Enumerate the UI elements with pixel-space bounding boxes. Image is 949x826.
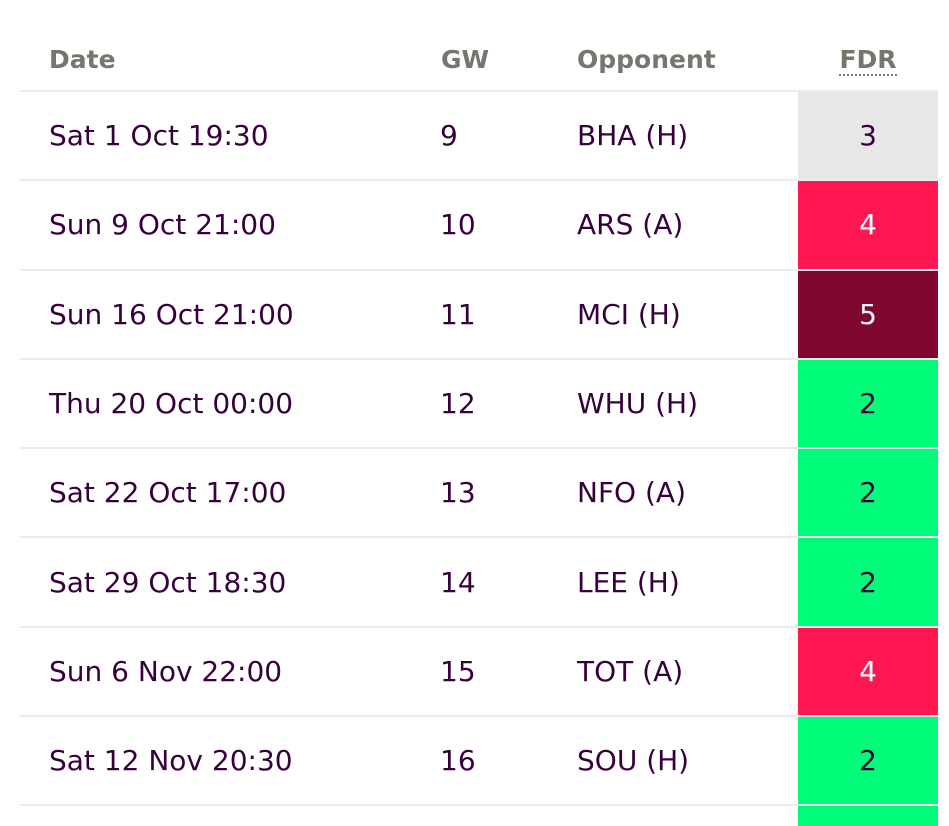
fixture-opponent: NFO (A) xyxy=(577,476,686,510)
fixture-opponent: SOU (H) xyxy=(577,744,690,778)
fixture-opponent: MCI (H) xyxy=(577,297,681,331)
gw-column-header: GW xyxy=(441,45,490,74)
fixture-date: Sat 29 Oct 18:30 xyxy=(49,565,287,599)
fixture-gameweek: 16 xyxy=(440,744,476,778)
table-row: Sat 22 Oct 17:00 13 NFO (A) 2 xyxy=(20,449,938,539)
fixture-date: Thu 20 Oct 00:00 xyxy=(49,387,294,421)
fixture-gameweek: 10 xyxy=(440,208,476,242)
table-row: Sun 9 Oct 21:00 10 ARS (A) 4 xyxy=(20,181,938,271)
fixture-difficulty: 5 xyxy=(798,270,938,358)
opponent-column-header: Opponent xyxy=(577,45,716,74)
fixture-opponent: WHU (H) xyxy=(577,387,699,421)
fixture-gameweek: 11 xyxy=(440,297,476,331)
fixture-date: Sun 16 Oct 21:00 xyxy=(49,297,294,331)
fixture-difficulty: 3 xyxy=(798,92,938,180)
table-row: Sat 1 Oct 19:30 9 BHA (H) 3 xyxy=(20,92,938,182)
fixture-difficulty: 2 xyxy=(798,359,938,448)
fixture-difficulty: 2 xyxy=(798,538,938,626)
fixture-difficulty: 2 xyxy=(798,717,938,805)
fixture-opponent: ARS (A) xyxy=(577,208,684,242)
fixture-gameweek: 12 xyxy=(440,387,476,421)
fixture-difficulty: 4 xyxy=(798,181,938,269)
fixture-date: Sat 12 Nov 20:30 xyxy=(49,744,293,778)
fdr-header-label[interactable]: FDR xyxy=(839,45,897,76)
table-row: Sat 12 Nov 20:30 16 SOU (H) 2 xyxy=(20,717,938,807)
fixture-gameweek: 9 xyxy=(440,119,458,153)
fdr-column-header[interactable]: FDR xyxy=(798,44,938,76)
fixture-difficulty: 2 xyxy=(798,449,938,537)
fixture-gameweek: 14 xyxy=(440,565,476,599)
date-column-header: Date xyxy=(49,45,116,74)
fixture-difficulty-partial xyxy=(798,806,938,826)
table-header: Date GW Opponent FDR xyxy=(20,0,938,92)
fixture-date: Sat 1 Oct 19:30 xyxy=(49,119,269,153)
fixture-date: Sun 6 Nov 22:00 xyxy=(49,654,283,688)
table-row: Sat 29 Oct 18:30 14 LEE (H) 2 xyxy=(20,538,938,628)
table-row: Sun 16 Oct 21:00 11 MCI (H) 5 xyxy=(20,270,938,360)
fixture-opponent: BHA (H) xyxy=(577,119,689,153)
fixture-gameweek: 13 xyxy=(440,476,476,510)
table-row: Sun 6 Nov 22:00 15 TOT (A) 4 xyxy=(20,627,938,718)
table-row-partial xyxy=(20,806,938,826)
fixture-opponent: TOT (A) xyxy=(577,654,684,688)
fixture-date: Sun 9 Oct 21:00 xyxy=(49,208,276,242)
fixture-opponent: LEE (H) xyxy=(577,565,680,599)
fixtures-table: Date GW Opponent FDR Sat 1 Oct 19:30 9 B… xyxy=(20,0,938,826)
fixture-difficulty: 4 xyxy=(798,627,938,716)
fixture-gameweek: 15 xyxy=(440,654,476,688)
fixture-date: Sat 22 Oct 17:00 xyxy=(49,476,287,510)
table-row: Thu 20 Oct 00:00 12 WHU (H) 2 xyxy=(20,359,938,450)
